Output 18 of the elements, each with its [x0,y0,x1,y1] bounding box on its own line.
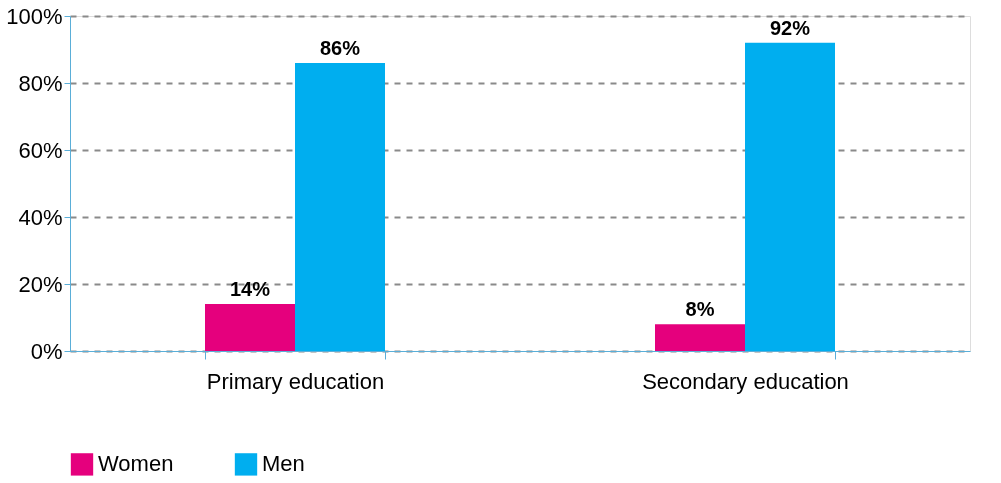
legend-label: Men [262,451,305,477]
y-tick-label: 40% [18,204,63,230]
bar [745,42,835,351]
x-tick-label: Primary education [206,368,385,394]
y-tick-label: 60% [18,137,63,163]
legend-label: Women [98,451,174,477]
y-tick-label: 0% [30,338,63,364]
bar [205,304,295,351]
y-tick-label: 80% [18,70,63,96]
data-label: 92% [769,16,811,39]
x-tick-label: Secondary education [642,368,849,394]
data-label: 14% [229,278,271,301]
data-label: 8% [685,298,715,321]
data-label: 86% [319,36,361,59]
bar [295,62,385,351]
y-tick-label: 20% [18,271,63,297]
y-tick-label: 100% [6,3,63,29]
bar [655,324,745,351]
